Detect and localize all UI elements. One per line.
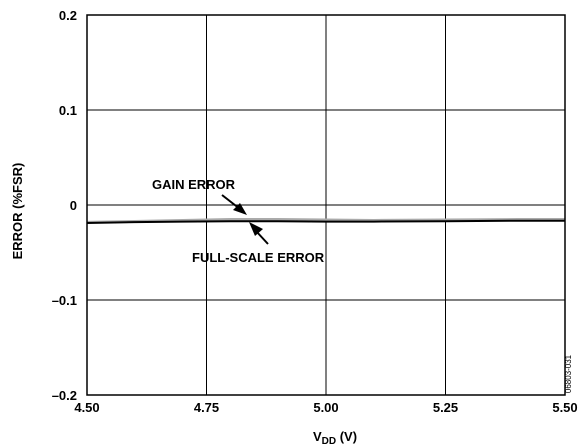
x-tick-label: 4.50 [74, 400, 99, 415]
annotations: GAIN ERROR FULL-SCALE ERROR [152, 177, 325, 265]
x-tick-label: 5.50 [552, 400, 577, 415]
y-tick-labels: –0.2 –0.1 0 0.1 0.2 [52, 8, 77, 403]
series-line-gain-error [86, 218, 565, 224]
y-tick-label: –0.2 [52, 388, 77, 403]
y-tick-label: 0.2 [59, 8, 77, 23]
full-scale-error-arrow-head [249, 222, 263, 236]
grid-lines [87, 15, 565, 395]
y-axis-title: ERROR (%FSR) [10, 163, 25, 260]
annotation-gain-error: GAIN ERROR [152, 177, 236, 192]
series-lines [86, 218, 565, 224]
x-axis-title: VDD (V) [313, 429, 357, 447]
x-tick-label: 5.25 [433, 400, 458, 415]
y-tick-label: 0 [70, 198, 77, 213]
x-tick-labels: 4.50 4.75 5.00 5.25 5.50 [74, 400, 577, 415]
y-tick-label: –0.1 [52, 293, 77, 308]
x-axis-title-subscript: DD [322, 436, 336, 447]
x-tick-label: 5.00 [313, 400, 338, 415]
annotation-full-scale-error: FULL-SCALE ERROR [192, 250, 325, 265]
x-axis-title-unit: (V) [336, 429, 357, 444]
y-tick-label: 0.1 [59, 103, 77, 118]
gain-error-arrow-head [233, 203, 247, 215]
figure-id: 06803-031 [564, 354, 573, 393]
x-axis-title-main: V [313, 429, 322, 444]
series-line-full-scale-error [86, 219, 565, 224]
plot-frame [86, 14, 566, 396]
x-tick-label: 4.75 [194, 400, 219, 415]
